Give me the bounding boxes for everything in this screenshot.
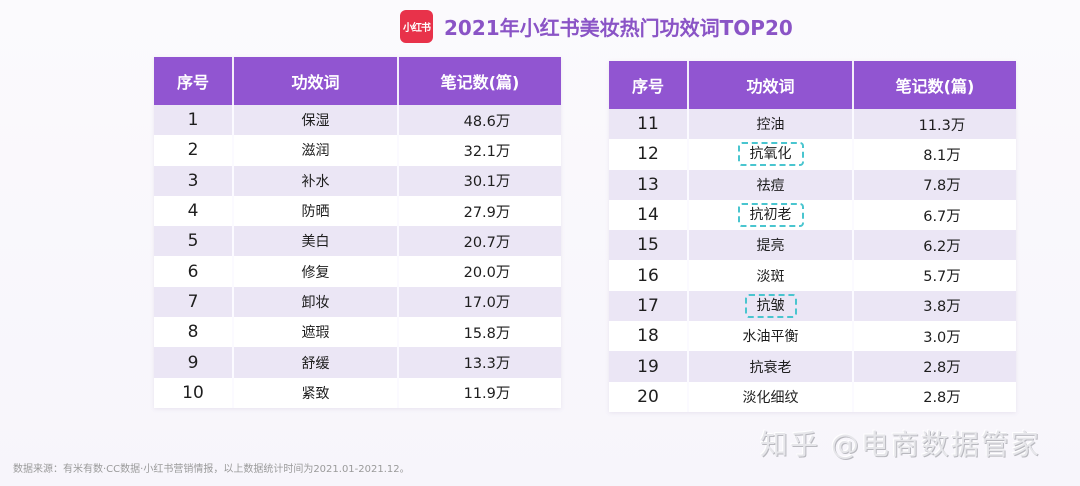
note-count-cell: 13.3万 bbox=[398, 347, 561, 378]
note-count-cell: 20.0万 bbox=[398, 256, 561, 287]
keyword-cell: 防晒 bbox=[233, 195, 399, 227]
note-count-cell: 8.1万 bbox=[853, 139, 1016, 170]
table-row: 10 紧致 11.9万 bbox=[154, 377, 561, 408]
note-count-cell: 15.8万 bbox=[398, 317, 561, 348]
column-header-rank: 序号 bbox=[154, 57, 234, 105]
keyword-cell: 抗皱 bbox=[688, 290, 854, 322]
keyword-cell: 遮瑕 bbox=[233, 317, 399, 348]
table-row: 9 舒缓 13.3万 bbox=[154, 347, 561, 378]
keyword-cell: 水油平衡 bbox=[688, 321, 854, 352]
table-row: 6 修复 20.0万 bbox=[154, 256, 561, 287]
rank-cell: 19 bbox=[609, 351, 689, 382]
rank-cell: 3 bbox=[154, 165, 234, 196]
note-count-cell: 30.1万 bbox=[398, 165, 561, 196]
table-row: 12 抗氧化 8.1万 bbox=[609, 139, 1016, 170]
rank-cell: 12 bbox=[609, 139, 689, 170]
note-count-cell: 6.2万 bbox=[853, 230, 1016, 261]
page-title: 2021年小红书美妆热门功效词TOP20 bbox=[444, 15, 793, 40]
table-row: 18 水油平衡 3.0万 bbox=[609, 321, 1016, 352]
keyword-cell: 控油 bbox=[688, 109, 854, 140]
rank-cell: 14 bbox=[609, 199, 689, 231]
keyword-cell: 舒缓 bbox=[233, 347, 399, 378]
data-source-footnote: 数据来源：有米有数·CC数据·小红书营销情报，以上数据统计时间为2021.01-… bbox=[13, 464, 410, 475]
table-row: 17 抗皱 3.8万 bbox=[609, 290, 1016, 322]
keyword-cell: 提亮 bbox=[688, 230, 854, 261]
highlighted-keyword: 抗氧化 bbox=[737, 142, 804, 167]
keyword-cell: 保湿 bbox=[233, 105, 399, 136]
note-count-cell: 32.1万 bbox=[398, 135, 561, 166]
rank-cell: 18 bbox=[609, 321, 689, 352]
left-ranking-table: 序号 功效词 笔记数(篇) 1 保湿 48.6万 2 滋润 32.1万 3 补水 30.1万 4 防… bbox=[154, 57, 561, 408]
rank-cell: 1 bbox=[154, 105, 234, 136]
table-row: 19 抗衰老 2.8万 bbox=[609, 351, 1016, 382]
highlighted-keyword: 抗皱 bbox=[744, 293, 797, 318]
note-count-cell: 2.8万 bbox=[853, 381, 1016, 412]
table-row: 8 遮瑕 15.8万 bbox=[154, 317, 561, 348]
rank-cell: 16 bbox=[609, 260, 689, 291]
table-row: 14 抗初老 6.7万 bbox=[609, 199, 1016, 231]
keyword-cell: 紧致 bbox=[233, 377, 399, 408]
table-header-row: 序号 功效词 笔记数(篇) bbox=[154, 57, 561, 105]
note-count-cell: 17.0万 bbox=[398, 286, 561, 318]
keyword-cell: 淡化细纹 bbox=[688, 381, 854, 412]
rank-cell: 13 bbox=[609, 169, 689, 200]
note-count-cell: 27.9万 bbox=[398, 195, 561, 227]
column-header-word: 功效词 bbox=[233, 57, 399, 105]
table-row: 11 控油 11.3万 bbox=[609, 109, 1016, 140]
column-header-count: 笔记数(篇) bbox=[853, 61, 1016, 109]
table-row: 3 补水 30.1万 bbox=[154, 165, 561, 196]
zhihu-watermark: 知乎 @电商数据管家 bbox=[760, 428, 1041, 461]
note-count-cell: 11.9万 bbox=[398, 377, 561, 408]
keyword-cell: 美白 bbox=[233, 226, 399, 257]
table-header-row: 序号 功效词 笔记数(篇) bbox=[609, 61, 1016, 109]
note-count-cell: 3.0万 bbox=[853, 321, 1016, 352]
keyword-cell: 滋润 bbox=[233, 135, 399, 166]
table-row: 13 祛痘 7.8万 bbox=[609, 169, 1016, 200]
rank-cell: 7 bbox=[154, 286, 234, 318]
column-header-word: 功效词 bbox=[688, 61, 854, 109]
table-row: 5 美白 20.7万 bbox=[154, 226, 561, 257]
keyword-cell: 淡斑 bbox=[688, 260, 854, 291]
title-bar: 小红书 2021年小红书美妆热门功效词TOP20 bbox=[400, 9, 793, 43]
note-count-cell: 2.8万 bbox=[853, 351, 1016, 382]
note-count-cell: 5.7万 bbox=[853, 260, 1016, 291]
rank-cell: 2 bbox=[154, 135, 234, 166]
rank-cell: 5 bbox=[154, 226, 234, 257]
note-count-cell: 7.8万 bbox=[853, 169, 1016, 200]
note-count-cell: 3.8万 bbox=[853, 290, 1016, 322]
keyword-cell: 修复 bbox=[233, 256, 399, 287]
highlighted-keyword: 抗初老 bbox=[737, 203, 804, 228]
table-row: 20 淡化细纹 2.8万 bbox=[609, 381, 1016, 412]
note-count-cell: 20.7万 bbox=[398, 226, 561, 257]
rank-cell: 15 bbox=[609, 230, 689, 261]
table-row: 15 提亮 6.2万 bbox=[609, 230, 1016, 261]
xiaohongshu-logo-icon: 小红书 bbox=[400, 9, 433, 43]
keyword-cell: 抗氧化 bbox=[688, 139, 854, 170]
rank-cell: 4 bbox=[154, 195, 234, 227]
table-row: 7 卸妆 17.0万 bbox=[154, 286, 561, 318]
column-header-rank: 序号 bbox=[609, 61, 689, 109]
note-count-cell: 6.7万 bbox=[853, 199, 1016, 231]
note-count-cell: 48.6万 bbox=[398, 105, 561, 136]
rank-cell: 11 bbox=[609, 109, 689, 140]
rank-cell: 9 bbox=[154, 347, 234, 378]
table-row: 16 淡斑 5.7万 bbox=[609, 260, 1016, 291]
rank-cell: 20 bbox=[609, 381, 689, 412]
right-ranking-table: 序号 功效词 笔记数(篇) 11 控油 11.3万 12 抗氧化 8.1万 13 祛痘 7.8万… bbox=[609, 61, 1016, 412]
table-row: 1 保湿 48.6万 bbox=[154, 105, 561, 136]
keyword-cell: 祛痘 bbox=[688, 169, 854, 200]
note-count-cell: 11.3万 bbox=[853, 109, 1016, 140]
rank-cell: 17 bbox=[609, 290, 689, 322]
rank-cell: 8 bbox=[154, 317, 234, 348]
keyword-cell: 抗初老 bbox=[688, 199, 854, 231]
keyword-cell: 卸妆 bbox=[233, 286, 399, 318]
table-row: 2 滋润 32.1万 bbox=[154, 135, 561, 166]
keyword-cell: 抗衰老 bbox=[688, 351, 854, 382]
keyword-cell: 补水 bbox=[233, 165, 399, 196]
column-header-count: 笔记数(篇) bbox=[398, 57, 561, 105]
rank-cell: 6 bbox=[154, 256, 234, 287]
rank-cell: 10 bbox=[154, 377, 234, 408]
table-row: 4 防晒 27.9万 bbox=[154, 195, 561, 227]
